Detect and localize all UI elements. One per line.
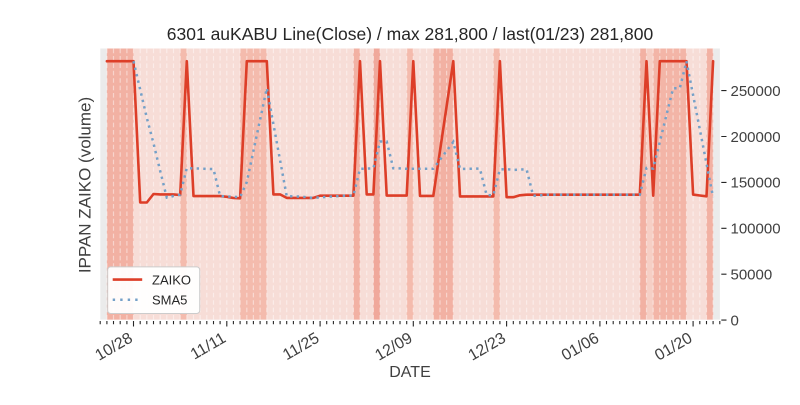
svg-text:50000: 50000 — [731, 267, 773, 284]
svg-text:IPPAN ZAIKO (volume): IPPAN ZAIKO (volume) — [76, 97, 95, 273]
svg-text:150000: 150000 — [731, 175, 781, 192]
svg-text:6301 auKABU Line(Close) / max: 6301 auKABU Line(Close) / max 281,800 / … — [167, 24, 654, 44]
svg-text:200000: 200000 — [731, 129, 781, 146]
svg-text:DATE: DATE — [389, 364, 430, 381]
svg-text:SMA5: SMA5 — [152, 293, 187, 308]
svg-text:100000: 100000 — [731, 221, 781, 238]
svg-text:ZAIKO: ZAIKO — [152, 272, 191, 287]
svg-text:0: 0 — [731, 312, 739, 329]
svg-text:250000: 250000 — [731, 83, 781, 100]
